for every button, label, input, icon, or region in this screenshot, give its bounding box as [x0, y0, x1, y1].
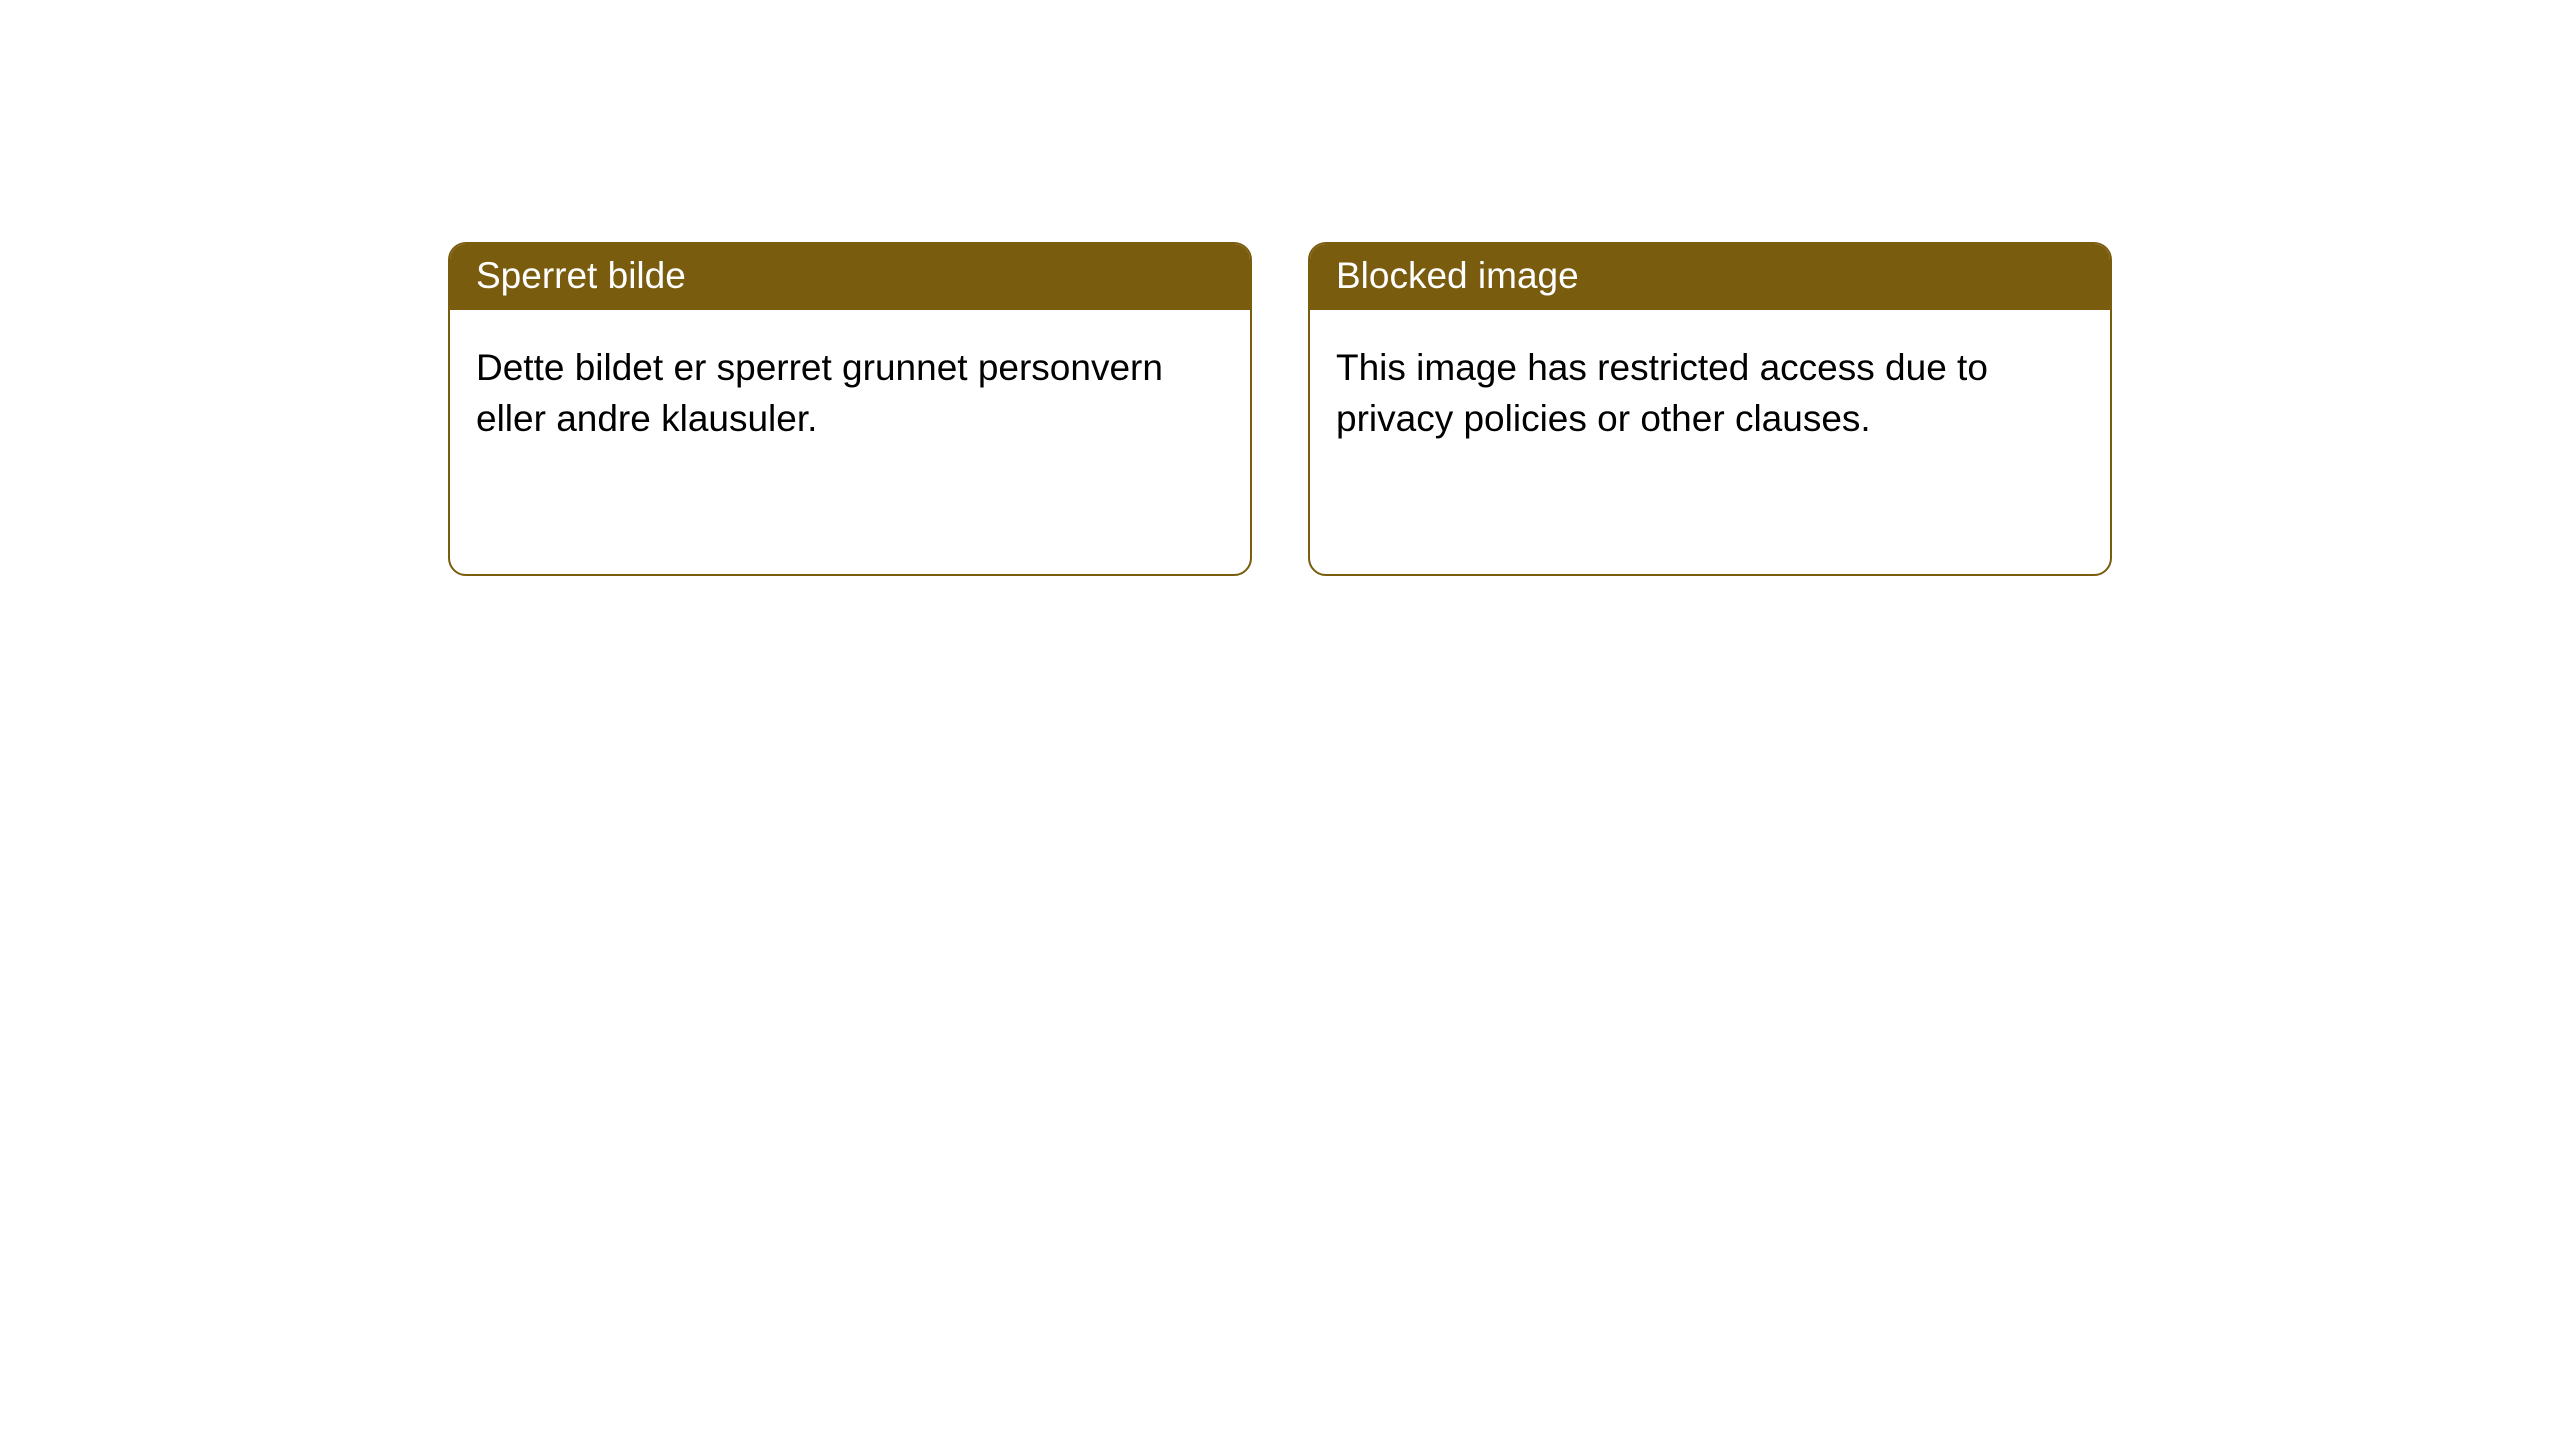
- notice-title: Blocked image: [1310, 244, 2110, 310]
- notice-body: Dette bildet er sperret grunnet personve…: [450, 310, 1250, 470]
- notice-body: This image has restricted access due to …: [1310, 310, 2110, 470]
- notice-box-english: Blocked image This image has restricted …: [1308, 242, 2112, 576]
- notice-box-norwegian: Sperret bilde Dette bildet er sperret gr…: [448, 242, 1252, 576]
- notice-title: Sperret bilde: [450, 244, 1250, 310]
- notices-container: Sperret bilde Dette bildet er sperret gr…: [0, 0, 2560, 576]
